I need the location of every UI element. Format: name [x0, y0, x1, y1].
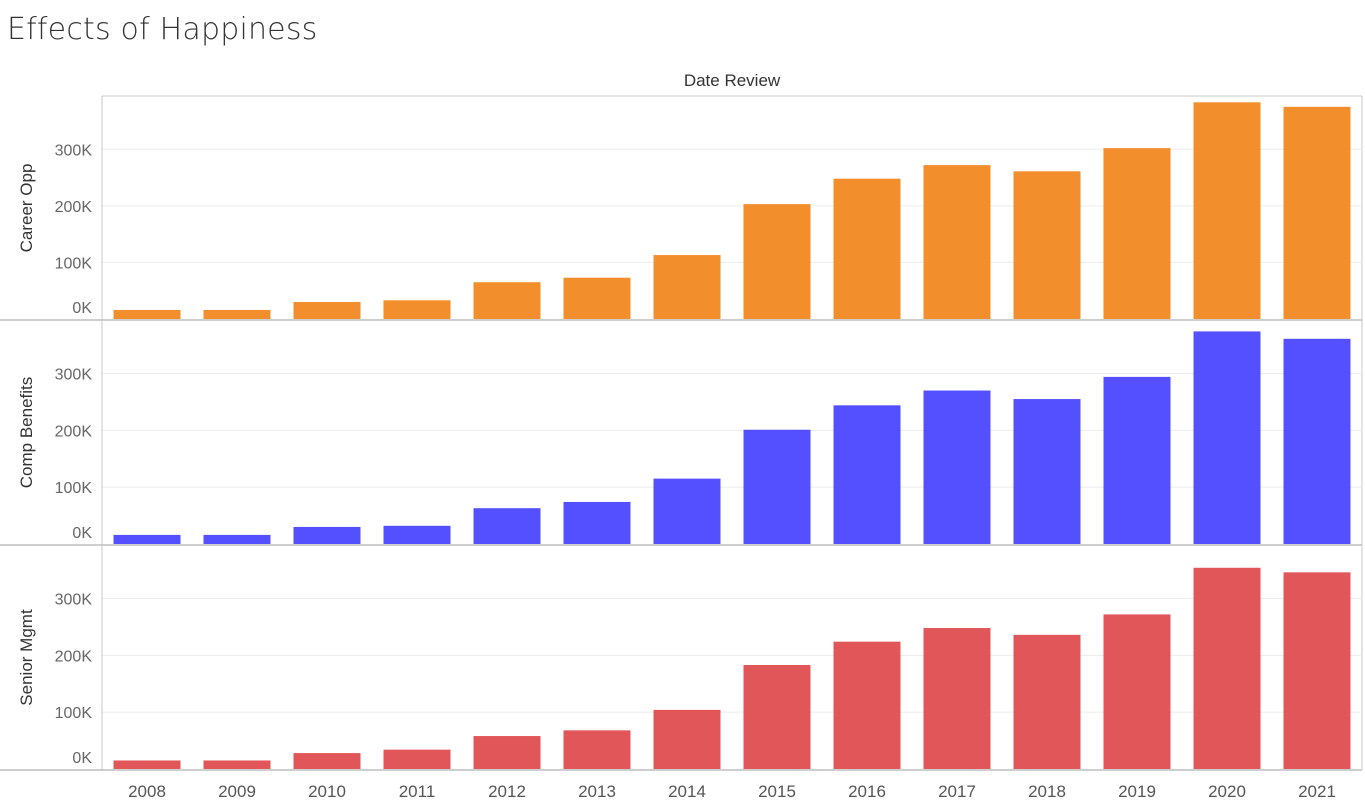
row-header-comp-benefits: Comp Benefits	[17, 377, 36, 489]
bar	[383, 749, 451, 769]
bar	[203, 309, 271, 319]
y-tick-label: 300K	[55, 142, 93, 159]
y-tick-label: 100K	[55, 705, 93, 722]
bar	[653, 478, 721, 544]
y-tick-label: 0K	[72, 525, 92, 542]
x-tick-label: 2012	[488, 782, 526, 801]
x-tick-label: 2008	[128, 782, 166, 801]
bar	[1193, 567, 1261, 769]
bar	[923, 165, 991, 319]
bar	[383, 300, 451, 319]
x-tick-label: 2019	[1118, 782, 1156, 801]
bar	[293, 302, 361, 319]
bar	[743, 429, 811, 544]
bar	[293, 753, 361, 769]
bar	[923, 390, 991, 544]
x-tick-label: 2017	[938, 782, 976, 801]
x-tick-label: 2020	[1208, 782, 1246, 801]
bar	[1193, 102, 1261, 319]
x-tick-label: 2009	[218, 782, 256, 801]
bar	[473, 736, 541, 769]
bar	[653, 709, 721, 769]
bar	[1283, 572, 1351, 769]
bar	[1103, 376, 1171, 544]
bar	[1013, 399, 1081, 544]
y-tick-label: 100K	[55, 255, 93, 272]
x-tick-label: 2014	[668, 782, 706, 801]
bar	[1103, 614, 1171, 769]
x-tick-label: 2010	[308, 782, 346, 801]
bar	[473, 282, 541, 319]
x-tick-label: 2011	[399, 782, 436, 801]
bar	[563, 277, 631, 319]
row-header-senior-mgmt: Senior Mgmt	[17, 609, 36, 706]
bar	[1013, 171, 1081, 319]
y-tick-label: 0K	[72, 300, 92, 317]
bar	[203, 760, 271, 769]
x-tick-label: 2013	[578, 782, 616, 801]
bar	[563, 730, 631, 769]
bar	[833, 178, 901, 319]
bar	[833, 641, 901, 769]
bar	[293, 526, 361, 544]
y-tick-label: 100K	[55, 480, 93, 497]
chart-title: Effects of Happiness	[7, 12, 318, 47]
y-tick-label: 200K	[55, 423, 93, 440]
bar	[1103, 148, 1171, 319]
bar	[833, 405, 901, 544]
bar	[1013, 634, 1081, 769]
bar	[1193, 331, 1261, 544]
y-tick-label: 0K	[72, 750, 92, 767]
bar	[653, 255, 721, 319]
bar	[1283, 106, 1351, 319]
bar	[203, 534, 271, 544]
bar	[923, 628, 991, 769]
bar	[383, 525, 451, 544]
bar	[113, 309, 181, 319]
x-tick-label: 2015	[758, 782, 796, 801]
column-header: Date Review	[683, 71, 781, 90]
x-tick-label: 2018	[1028, 782, 1066, 801]
y-tick-label: 300K	[55, 591, 93, 608]
row-header-career-opp: Career Opp	[17, 164, 36, 253]
y-tick-label: 200K	[55, 648, 93, 665]
bar	[743, 204, 811, 319]
y-tick-label: 200K	[55, 199, 93, 216]
bar	[113, 760, 181, 769]
x-tick-label: 2021	[1298, 782, 1336, 801]
bar	[1283, 338, 1351, 544]
y-tick-label: 300K	[55, 366, 93, 383]
bar	[563, 501, 631, 544]
bar	[743, 664, 811, 769]
bar	[473, 508, 541, 544]
bar	[113, 534, 181, 544]
x-tick-label: 2016	[848, 782, 886, 801]
